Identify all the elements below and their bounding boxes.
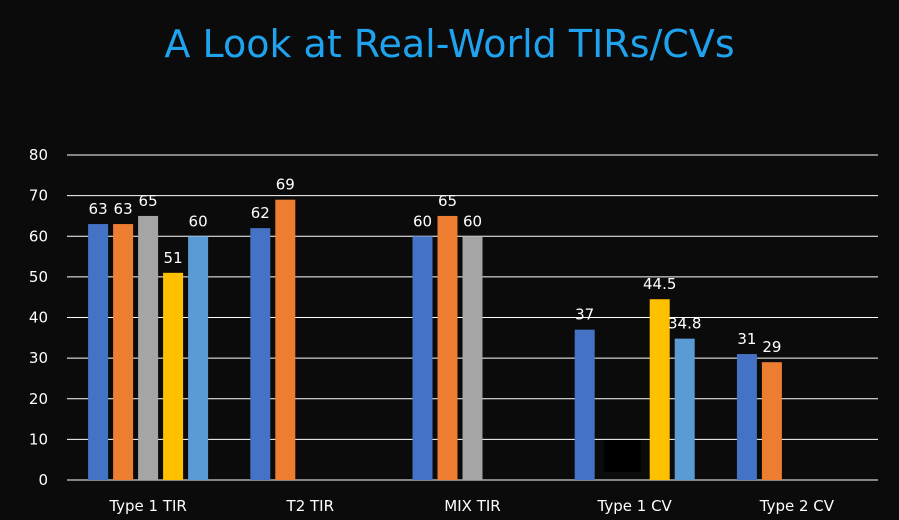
bar [674,338,695,480]
data-label: 60 [189,212,208,230]
data-label: 37 [575,306,594,324]
y-tick-label: 10 [29,430,48,448]
data-label: 65 [438,192,457,210]
y-tick-label: 0 [38,471,48,489]
bar [163,272,184,480]
x-category-label: T2 TIR [286,497,334,515]
data-label: 60 [463,212,482,230]
data-label: 51 [164,249,183,267]
bar [113,224,134,480]
data-label: 60 [413,212,432,230]
y-tick-label: 20 [29,390,48,408]
x-category-label: MIX TIR [444,497,500,515]
data-label: 65 [139,192,158,210]
data-label: 31 [737,330,756,348]
bar [462,236,483,480]
bar [188,236,209,480]
chart-title: A Look at Real-World TIRs/CVs [164,22,735,66]
bar [88,224,109,480]
y-tick-label: 30 [29,349,48,367]
y-tick-label: 40 [29,309,48,327]
data-label: 69 [276,176,295,194]
y-tick-label: 80 [29,146,48,164]
data-label: 63 [114,200,133,218]
bar [574,329,595,480]
y-tick-label: 50 [29,268,48,286]
x-category-label: Type 1 TIR [108,497,187,515]
redaction-box [604,440,641,472]
bar [412,236,433,480]
bar [275,199,296,480]
data-label: 29 [762,338,781,356]
bar [736,354,757,480]
x-category-label: Type 2 CV [759,497,835,515]
data-label: 34.8 [668,315,701,333]
bar [761,362,782,480]
x-category-label: Type 1 CV [597,497,673,515]
y-tick-label: 70 [29,187,48,205]
bar [649,299,670,480]
data-label: 62 [251,204,270,222]
bar [437,215,458,480]
y-tick-label: 60 [29,227,48,245]
data-label: 63 [89,200,108,218]
data-label: 44.5 [643,275,676,293]
bar [250,228,271,480]
bar [138,215,159,480]
